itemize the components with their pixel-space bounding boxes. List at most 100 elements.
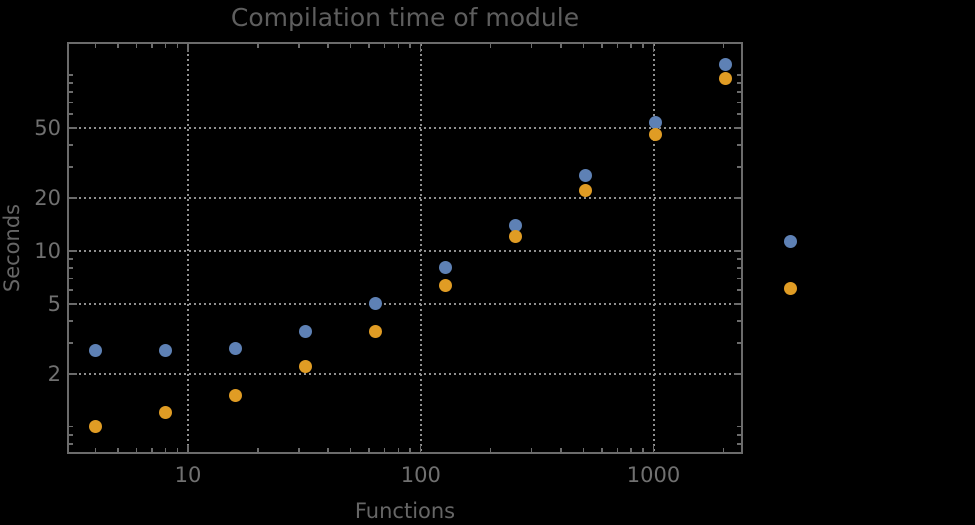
axis-tick-y-right <box>737 82 741 84</box>
axis-tick-x-bottom <box>490 448 492 452</box>
axis-tick-x-top <box>164 44 167 48</box>
data-point-series-1-blue-x16 <box>229 341 243 355</box>
axis-tick-x-top <box>490 44 492 48</box>
y-tick-label-2: 2 <box>47 361 61 386</box>
data-point-series-2-orange-x16 <box>229 389 243 403</box>
axis-tick-x-top <box>384 44 386 48</box>
y-tick-label-20: 20 <box>34 185 61 210</box>
axis-tick-x-top <box>652 44 655 52</box>
data-point-series-2-orange-x1024 <box>649 127 663 141</box>
legend-marker-series-1-blue <box>783 235 797 248</box>
data-point-series-2-orange-x64 <box>369 324 383 338</box>
x-axis-label: Functions <box>354 499 456 523</box>
axis-tick-y-right <box>737 101 741 103</box>
gridline-y-5 <box>69 302 741 305</box>
axis-tick-x-bottom <box>327 448 329 452</box>
axis-tick-x-bottom <box>560 448 562 452</box>
gridline-y-20 <box>69 196 741 199</box>
data-point-series-1-blue-x256 <box>509 218 523 232</box>
axis-tick-x-top <box>642 44 644 48</box>
axis-tick-y-left <box>69 166 73 168</box>
data-point-series-1-blue-x128 <box>439 260 453 274</box>
axis-tick-y-left <box>69 267 73 269</box>
axis-tick-x-bottom <box>368 448 370 452</box>
axis-tick-x-bottom <box>187 444 189 452</box>
axis-tick-x-bottom <box>616 448 619 452</box>
axis-tick-x-top <box>560 44 562 48</box>
axis-tick-y-right <box>733 197 741 199</box>
gridline-x-10 <box>187 44 190 452</box>
axis-tick-x-top <box>350 44 352 48</box>
axis-tick-x-bottom <box>94 448 97 452</box>
axis-tick-y-left <box>69 443 73 445</box>
axis-tick-y-right <box>733 373 741 375</box>
axis-tick-y-left <box>69 82 73 84</box>
axis-tick-x-bottom <box>117 448 119 452</box>
axis-tick-x-bottom <box>164 448 167 452</box>
axis-tick-x-bottom <box>652 444 655 452</box>
data-point-series-2-orange-x4 <box>88 420 102 434</box>
axis-tick-x-top <box>187 44 189 52</box>
y-tick-label-5: 5 <box>47 291 61 316</box>
axis-tick-y-right <box>737 289 741 291</box>
axis-tick-x-top <box>94 44 97 48</box>
x-tick-label-10: 10 <box>174 463 202 487</box>
axis-tick-x-top <box>135 44 138 48</box>
data-point-series-2-orange-x2048 <box>719 72 733 86</box>
data-point-series-1-blue-x512 <box>579 168 593 182</box>
x-tick-label-100: 100 <box>400 463 441 487</box>
axis-tick-x-bottom <box>642 448 644 452</box>
axis-tick-x-top <box>257 44 259 48</box>
y-tick-label-10: 10 <box>34 238 61 263</box>
chart-title: Compilation time of module <box>230 3 580 32</box>
axis-tick-y-left <box>69 113 73 115</box>
axis-tick-x-top <box>409 44 411 48</box>
axis-tick-y-left <box>69 342 73 344</box>
axis-tick-y-left <box>69 250 77 252</box>
data-point-series-2-orange-x8 <box>158 406 172 420</box>
axis-tick-y-right <box>737 320 741 322</box>
axis-tick-y-left <box>69 127 77 129</box>
axis-tick-x-top <box>722 44 725 48</box>
plot-frame <box>67 42 743 454</box>
axis-tick-y-right <box>737 91 741 93</box>
gridline-y-2 <box>69 372 741 375</box>
axis-tick-x-bottom <box>384 448 386 452</box>
axis-tick-y-right <box>737 267 741 269</box>
axis-tick-x-bottom <box>420 444 422 452</box>
axis-tick-x-top <box>176 44 179 48</box>
axis-tick-y-right <box>737 426 741 428</box>
axis-tick-y-left <box>69 289 73 291</box>
data-point-series-1-blue-x2048 <box>719 57 733 71</box>
axis-tick-y-right <box>737 342 741 344</box>
axis-tick-x-top <box>616 44 619 48</box>
axis-tick-y-right <box>733 303 741 305</box>
axis-tick-x-bottom <box>582 448 585 452</box>
axis-tick-y-right <box>733 250 741 252</box>
axis-tick-y-left <box>69 373 77 375</box>
data-point-series-1-blue-x64 <box>369 297 383 311</box>
axis-tick-y-right <box>737 258 741 260</box>
axis-tick-x-top <box>397 44 399 48</box>
axis-tick-x-top <box>582 44 585 48</box>
gridline-y-50 <box>69 126 741 129</box>
axis-tick-x-bottom <box>151 448 153 452</box>
axis-tick-x-bottom <box>397 448 399 452</box>
axis-tick-x-top <box>531 44 533 48</box>
axis-tick-y-right <box>737 434 741 436</box>
axis-tick-x-bottom <box>531 448 533 452</box>
axis-tick-x-bottom <box>630 448 632 452</box>
gridline-y-10 <box>69 249 741 252</box>
axis-tick-y-left <box>69 144 73 146</box>
axis-tick-y-right <box>737 277 741 279</box>
axis-tick-x-top <box>601 44 603 48</box>
axis-tick-y-left <box>69 91 73 93</box>
axis-tick-y-left <box>69 101 73 103</box>
axis-tick-x-bottom <box>722 448 725 452</box>
axis-tick-y-left <box>69 426 73 428</box>
axis-tick-y-right <box>737 166 741 168</box>
axis-tick-x-top <box>630 44 632 48</box>
data-point-series-2-orange-x128 <box>439 278 453 292</box>
axis-tick-x-bottom <box>257 448 259 452</box>
